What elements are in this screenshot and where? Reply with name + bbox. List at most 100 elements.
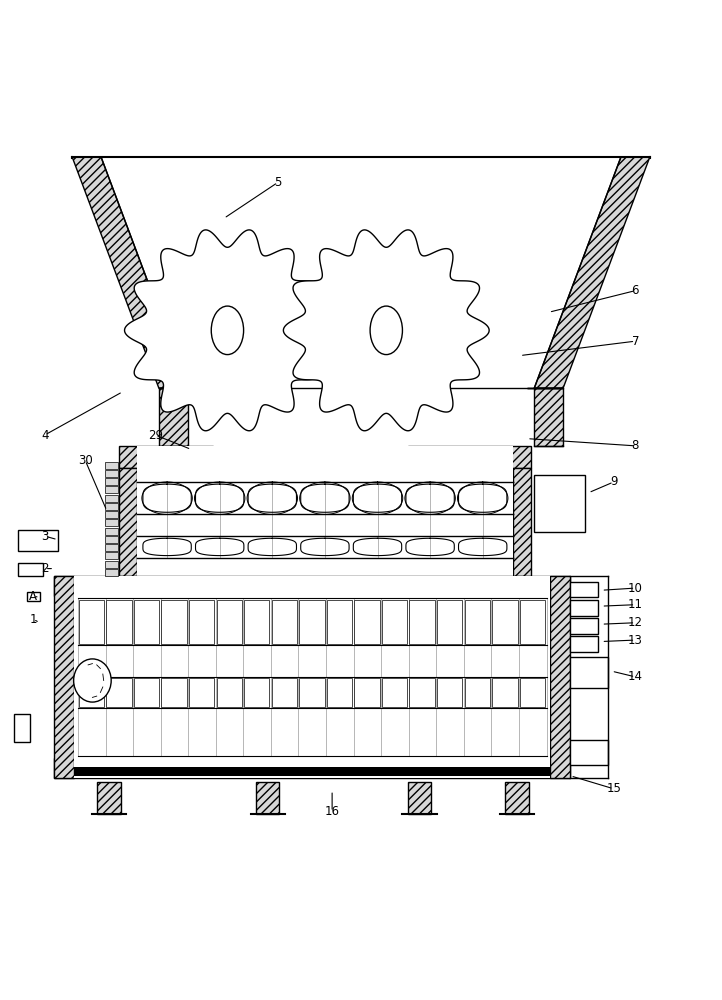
Polygon shape xyxy=(72,157,188,388)
Polygon shape xyxy=(54,758,570,778)
Text: 30: 30 xyxy=(78,454,92,467)
Bar xyxy=(79,600,104,644)
Text: 4: 4 xyxy=(41,429,48,442)
Bar xyxy=(492,678,518,707)
Bar xyxy=(105,561,118,568)
Text: 5: 5 xyxy=(274,176,282,189)
Ellipse shape xyxy=(212,306,243,355)
Text: 9: 9 xyxy=(610,475,617,488)
Bar xyxy=(105,536,118,543)
Bar xyxy=(105,470,118,477)
Bar xyxy=(327,678,352,707)
Bar xyxy=(18,530,58,551)
Text: 15: 15 xyxy=(606,782,621,795)
Bar xyxy=(570,600,598,616)
Text: A: A xyxy=(29,590,38,603)
Bar xyxy=(217,678,242,707)
Bar xyxy=(299,600,325,644)
Text: 6: 6 xyxy=(632,284,639,297)
Bar xyxy=(382,600,407,644)
Bar xyxy=(271,600,297,644)
Bar xyxy=(464,678,490,707)
Bar xyxy=(355,678,380,707)
Bar xyxy=(437,678,462,707)
Text: 1: 1 xyxy=(30,613,37,626)
Text: 13: 13 xyxy=(628,634,643,647)
Polygon shape xyxy=(125,230,331,431)
Bar xyxy=(570,636,598,652)
Text: 12: 12 xyxy=(628,616,643,629)
Bar xyxy=(105,462,118,469)
Bar xyxy=(217,600,242,644)
Bar xyxy=(570,657,608,688)
Bar xyxy=(271,678,297,707)
Text: 29: 29 xyxy=(148,429,162,442)
Text: 7: 7 xyxy=(632,335,639,348)
Text: 10: 10 xyxy=(628,582,643,595)
Polygon shape xyxy=(513,468,531,576)
Polygon shape xyxy=(159,388,188,446)
Bar xyxy=(105,511,118,518)
Text: 11: 11 xyxy=(628,598,643,611)
Bar xyxy=(534,475,585,532)
Polygon shape xyxy=(534,388,563,446)
Bar xyxy=(105,495,118,502)
Text: 14: 14 xyxy=(628,670,643,683)
Bar xyxy=(74,767,550,776)
Bar xyxy=(409,600,435,644)
Polygon shape xyxy=(97,782,121,814)
Bar xyxy=(134,678,160,707)
Bar xyxy=(464,600,490,644)
Bar xyxy=(570,740,608,765)
Bar xyxy=(105,544,118,551)
Polygon shape xyxy=(54,576,74,778)
Bar xyxy=(106,600,131,644)
Bar xyxy=(437,600,462,644)
Bar xyxy=(137,446,513,576)
Bar xyxy=(105,569,118,576)
Bar xyxy=(244,600,269,644)
Text: 8: 8 xyxy=(632,439,639,452)
Bar xyxy=(570,618,598,634)
Bar xyxy=(105,552,118,559)
Bar xyxy=(105,503,118,510)
Polygon shape xyxy=(550,576,570,778)
Bar xyxy=(520,600,545,644)
Bar xyxy=(74,576,550,778)
Polygon shape xyxy=(54,576,570,596)
Bar xyxy=(327,600,352,644)
Polygon shape xyxy=(408,446,531,468)
Bar xyxy=(492,600,518,644)
Bar xyxy=(162,600,187,644)
Bar xyxy=(105,519,118,526)
Bar xyxy=(134,600,160,644)
Text: 3: 3 xyxy=(41,530,48,543)
Bar xyxy=(105,528,118,535)
Bar xyxy=(79,678,104,707)
Bar xyxy=(409,678,435,707)
Bar xyxy=(382,678,407,707)
Polygon shape xyxy=(284,230,490,431)
Bar xyxy=(105,486,118,493)
Polygon shape xyxy=(256,782,279,814)
Bar xyxy=(105,478,118,485)
Polygon shape xyxy=(505,782,529,814)
Text: 16: 16 xyxy=(325,805,339,818)
Bar xyxy=(18,563,43,576)
Polygon shape xyxy=(408,782,431,814)
Bar xyxy=(27,592,40,601)
Bar xyxy=(106,678,131,707)
Ellipse shape xyxy=(370,306,402,355)
Bar xyxy=(14,714,30,742)
Bar xyxy=(189,600,214,644)
Bar xyxy=(299,678,325,707)
Bar xyxy=(520,678,545,707)
Bar xyxy=(355,600,380,644)
Bar xyxy=(570,582,598,597)
Text: 2: 2 xyxy=(41,562,48,575)
Bar xyxy=(162,678,187,707)
Bar xyxy=(244,678,269,707)
Polygon shape xyxy=(119,446,213,468)
Polygon shape xyxy=(534,157,650,388)
Ellipse shape xyxy=(74,659,111,702)
